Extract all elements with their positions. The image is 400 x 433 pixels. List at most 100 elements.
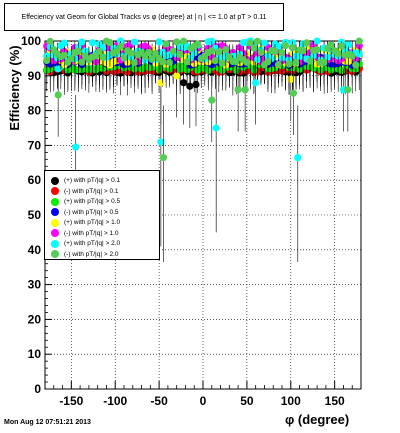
data-point (46, 37, 54, 46)
timestamp-footer: Mon Aug 12 07:51:21 2013 (4, 419, 91, 426)
data-point (292, 58, 300, 67)
data-point (252, 79, 260, 87)
data-point (43, 56, 51, 64)
data-point (338, 42, 346, 50)
data-point (116, 42, 125, 51)
data-point (120, 54, 128, 62)
x-tick-label: 150 (325, 394, 345, 408)
data-point (116, 37, 125, 45)
legend-item: (-) with pT/|q| > 2.0 (45, 249, 161, 260)
data-point (212, 124, 220, 132)
data-point (180, 37, 188, 45)
chart-title: Effeciency vat Geom for Global Tracks vs… (21, 13, 267, 21)
x-axis-label: φ (degree) (285, 412, 350, 427)
y-tick-label: 10 (28, 347, 42, 361)
data-point (60, 51, 68, 59)
legend-marker (51, 229, 59, 237)
data-point (99, 53, 107, 61)
data-point (264, 58, 272, 66)
data-point (313, 37, 321, 45)
legend-item: (+) with pT/|q| > 0.5 (45, 196, 161, 207)
x-tick-label: 50 (240, 394, 254, 408)
data-point (176, 50, 184, 59)
data-point (222, 46, 230, 54)
data-point (355, 37, 363, 45)
data-point (173, 38, 181, 46)
data-point (250, 44, 258, 52)
legend-label: (-) with pT/|q| > 0.1 (64, 187, 119, 195)
y-tick-label: 70 (28, 138, 42, 152)
data-point (334, 49, 342, 58)
legend-label: (-) with pT/|q| > 2.0 (64, 250, 119, 258)
data-point (289, 89, 298, 97)
legend-marker (51, 250, 59, 258)
data-point (327, 41, 335, 49)
x-tick-label: 0 (200, 394, 207, 408)
data-point (159, 153, 168, 162)
data-point (166, 58, 174, 67)
data-point (313, 46, 321, 54)
legend-item: (-) with pT/|q| > 1.0 (45, 228, 161, 239)
data-point (257, 48, 265, 56)
data-point (253, 37, 262, 45)
data-point (155, 38, 163, 46)
data-point (95, 47, 104, 56)
y-axis-label: Efficiency (%) (7, 45, 22, 131)
legend-label: (-) with pT/|q| > 1.0 (64, 229, 119, 237)
data-point (78, 38, 86, 46)
data-point (306, 57, 314, 65)
y-tick-label: 80 (28, 104, 42, 118)
data-point (320, 58, 328, 66)
data-point (74, 47, 82, 55)
legend-label: (+) with pT/|q| > 1.0 (64, 219, 121, 226)
data-point (192, 80, 200, 89)
data-point (285, 60, 293, 68)
chart-title-box: Effeciency vat Geom for Global Tracks vs… (4, 3, 284, 31)
y-tick-label: 60 (28, 173, 42, 187)
data-point (260, 39, 269, 47)
legend-marker (51, 218, 59, 227)
y-tick-label: 30 (28, 278, 42, 292)
data-point (173, 72, 181, 80)
y-tick-label: 50 (28, 208, 42, 222)
legend-marker (51, 197, 59, 206)
x-tick-label: -100 (103, 394, 127, 408)
data-point (169, 47, 177, 55)
data-point (183, 58, 191, 66)
data-point (348, 52, 356, 60)
legend-marker (51, 187, 59, 195)
data-point (159, 58, 167, 66)
data-point (88, 39, 96, 47)
data-point (162, 40, 170, 48)
legend-label: (-) with pT/|q| > 0.5 (64, 208, 119, 216)
legend-item: (+) with pT/|q| > 2.0 (45, 238, 161, 249)
data-point (78, 58, 86, 66)
y-tick-label: 40 (28, 243, 42, 257)
data-point (299, 46, 307, 55)
legend: (+) with pT/|q| > 0.1 (-) with pT/|q| > 0… (44, 170, 160, 260)
data-point (241, 86, 249, 94)
y-tick-label: 0 (34, 382, 41, 396)
legend-item: (-) with pT/|q| > 0.5 (45, 207, 161, 218)
data-point (157, 138, 165, 146)
data-point (152, 49, 160, 58)
x-tick-label: 100 (281, 394, 301, 408)
data-point (144, 48, 153, 57)
data-point (345, 41, 353, 49)
y-tick-label: 20 (28, 312, 42, 326)
data-point (72, 143, 80, 151)
data-point (60, 39, 68, 47)
data-point (130, 38, 139, 46)
data-point (288, 44, 297, 52)
data-point (106, 38, 114, 47)
y-tick-label: 100 (21, 34, 41, 48)
legend-marker (51, 239, 59, 248)
legend-marker (51, 176, 59, 185)
data-point (274, 60, 283, 69)
data-point (243, 58, 251, 66)
data-point (234, 86, 242, 94)
data-point (148, 55, 156, 63)
legend-marker (51, 208, 59, 216)
